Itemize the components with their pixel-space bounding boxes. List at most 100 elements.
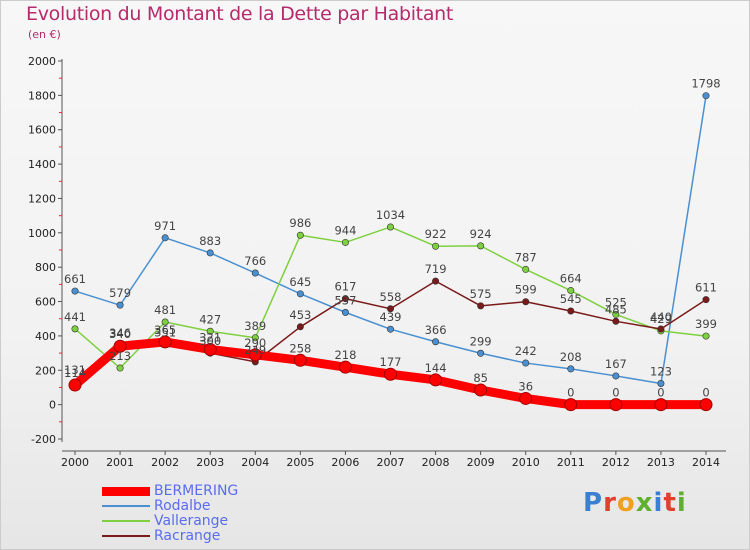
data-label-vallerange: 427 [199,312,221,326]
data-point-racrange [432,277,440,285]
data-point-vallerange [432,242,440,250]
legend-label-bermering: BERMERING [154,483,239,499]
data-point-vallerange [296,231,304,239]
x-tick-label: 2010 [512,456,540,469]
x-tick-label: 2013 [647,456,675,469]
data-label-vallerange: 525 [605,295,627,309]
data-point-racrange [702,296,710,304]
data-point-bermering [699,398,713,412]
y-tick-label: 1000 [28,227,56,240]
data-point-vallerange [116,364,124,372]
data-label-rodalbe: 971 [154,219,176,233]
data-label-bermering: 340 [109,327,131,341]
y-tick-label: 1800 [28,89,56,102]
x-tick-label: 2011 [557,456,585,469]
data-label-racrange: 249 [244,343,266,357]
data-label-bermering: 218 [334,348,356,362]
data-point-vallerange [71,325,79,333]
data-point-rodalbe [702,92,710,100]
legend-swatch-vallerange [102,520,150,522]
data-point-rodalbe [341,308,349,316]
legend-label-rodalbe: Rodalbe [154,498,211,514]
data-label-vallerange: 944 [334,223,356,237]
data-point-rodalbe [206,249,214,257]
x-tick-label: 2004 [241,456,269,469]
data-point-vallerange [477,242,485,250]
data-point-bermering [338,360,352,374]
x-tick-label: 2005 [286,456,314,469]
y-tick-label: 1400 [28,158,56,171]
y-tick-label: 400 [35,330,56,343]
x-tick-label: 2007 [377,456,405,469]
data-label-rodalbe: 439 [380,310,402,324]
data-label-racrange: 351 [154,325,176,339]
data-point-vallerange [251,334,259,342]
data-point-bermering [474,383,488,397]
data-label-vallerange: 986 [289,216,311,230]
data-point-bermering [68,378,82,392]
data-point-bermering [429,373,443,387]
data-point-bermering [203,342,217,356]
data-point-racrange [341,295,349,303]
data-label-bermering: 321 [199,330,221,344]
data-label-racrange: 611 [695,281,717,295]
data-label-vallerange: 399 [695,317,717,331]
data-point-rodalbe [296,290,304,298]
data-point-rodalbe [522,359,530,367]
chart-subtitle: (en €) [28,28,61,41]
data-label-racrange: 719 [425,262,447,276]
y-tick-label: 200 [35,364,56,377]
data-label-rodalbe: 766 [244,254,266,268]
data-point-racrange [522,298,530,306]
y-tick-label: 600 [35,296,56,309]
data-label-vallerange: 213 [109,349,131,363]
data-point-vallerange [161,318,169,326]
data-point-bermering [654,398,668,412]
data-point-rodalbe [71,287,79,295]
data-label-racrange: 485 [605,302,627,316]
x-tick-label: 2002 [151,456,179,469]
data-label-racrange: 599 [515,283,537,297]
legend-swatch-racrange [102,535,150,537]
legend-swatch-rodalbe [102,505,150,507]
data-label-bermering: 0 [567,386,574,400]
data-point-bermering [293,353,307,367]
y-tick-label: 1600 [28,124,56,137]
data-label-bermering: 0 [657,386,664,400]
data-label-racrange: 346 [109,326,131,340]
data-label-bermering: 85 [473,371,488,385]
data-label-rodalbe: 242 [515,344,537,358]
data-point-racrange [567,307,575,315]
data-point-vallerange [702,332,710,340]
data-point-bermering [519,391,533,405]
data-point-racrange [386,305,394,313]
x-tick-label: 2012 [602,456,630,469]
chart-title: Evolution du Montant de la Dette par Hab… [26,3,454,25]
data-point-vallerange [341,238,349,246]
data-label-vallerange: 389 [244,319,266,333]
data-label-bermering: 177 [380,355,402,369]
data-label-rodalbe: 208 [560,350,582,364]
y-tick-label: 800 [35,261,56,274]
data-label-rodalbe: 167 [605,357,627,371]
data-point-rodalbe [386,325,394,333]
data-label-vallerange: 481 [154,303,176,317]
data-point-rodalbe [116,301,124,309]
data-point-rodalbe [251,269,259,277]
data-label-rodalbe: 366 [425,323,447,337]
x-tick-label: 2009 [467,456,495,469]
data-point-vallerange [567,287,575,295]
data-label-vallerange: 787 [515,250,537,264]
y-tick-label: 0 [49,399,56,412]
data-point-rodalbe [657,380,665,388]
data-point-rodalbe [477,349,485,357]
data-point-vallerange [612,310,620,318]
data-label-racrange: 440 [650,310,672,324]
data-label-bermering: 365 [154,323,176,337]
data-label-rodalbe: 123 [650,365,672,379]
legend-label-vallerange: Vallerange [154,513,229,529]
data-label-vallerange: 441 [64,310,86,324]
data-label-racrange: 545 [560,292,582,306]
data-point-vallerange [206,327,214,335]
